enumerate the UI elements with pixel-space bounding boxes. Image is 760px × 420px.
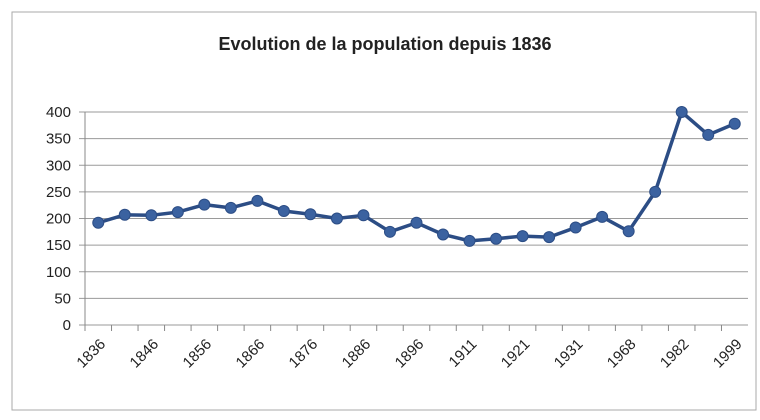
data-point bbox=[383, 225, 396, 238]
data-point bbox=[357, 209, 370, 222]
data-point bbox=[92, 216, 105, 229]
y-tick-label: 250 bbox=[46, 184, 71, 201]
y-tick-label: 150 bbox=[46, 237, 71, 254]
data-point bbox=[410, 216, 423, 229]
data-point bbox=[702, 128, 715, 141]
data-point bbox=[649, 185, 662, 198]
chart-title: Evolution de la population depuis 1836 bbox=[218, 34, 551, 54]
y-tick-label: 50 bbox=[54, 290, 71, 307]
y-tick-label: 350 bbox=[46, 131, 71, 148]
data-point bbox=[145, 209, 158, 222]
chart-frame bbox=[11, 11, 757, 411]
data-point bbox=[304, 208, 317, 221]
y-tick-label: 200 bbox=[46, 211, 71, 228]
y-tick-label: 300 bbox=[46, 157, 71, 174]
y-tick-label: 0 bbox=[63, 317, 71, 334]
data-point bbox=[516, 230, 529, 243]
data-point bbox=[277, 205, 290, 218]
data-point bbox=[490, 232, 503, 245]
data-point bbox=[437, 228, 450, 241]
data-point bbox=[728, 117, 741, 130]
data-point bbox=[463, 234, 476, 247]
data-point bbox=[596, 210, 609, 223]
data-point bbox=[675, 106, 688, 118]
data-point bbox=[251, 194, 264, 207]
data-point bbox=[330, 212, 343, 225]
data-point bbox=[118, 208, 131, 221]
data-point bbox=[171, 206, 184, 219]
data-point bbox=[224, 201, 237, 214]
y-tick-label: 100 bbox=[46, 264, 71, 281]
data-point bbox=[622, 225, 635, 238]
data-point bbox=[198, 198, 211, 211]
y-tick-label: 400 bbox=[46, 104, 71, 121]
data-point bbox=[569, 221, 582, 234]
data-point bbox=[543, 231, 556, 244]
